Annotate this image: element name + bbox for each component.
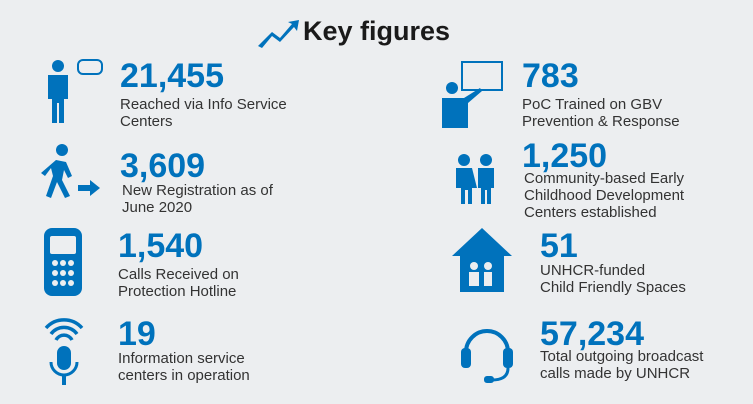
teacher-icon xyxy=(442,61,503,128)
figure-label: Community-based Early xyxy=(524,170,685,187)
figure-label: calls made by UNHCR xyxy=(540,365,691,382)
phone-icon xyxy=(44,228,82,296)
figure-label: Information service xyxy=(118,350,245,367)
figure-label: Centers xyxy=(120,113,173,130)
figure-value: 783 xyxy=(522,57,579,95)
figure-label: June 2020 xyxy=(122,199,193,216)
family-icon xyxy=(456,154,494,204)
figure-label: Prevention & Response xyxy=(522,113,680,130)
person-icon xyxy=(48,59,103,123)
figure-value: 1,250 xyxy=(522,137,608,175)
figure-label: New Registration as of xyxy=(122,182,273,199)
figure-label: UNHCR-funded xyxy=(540,262,646,279)
figure-label: Calls Received on xyxy=(118,266,239,283)
figure-label: PoC Trained on GBV xyxy=(522,96,663,113)
figure-label: Protection Hotline xyxy=(118,283,237,300)
figure-label: Centers established xyxy=(524,204,657,221)
title: Key figures xyxy=(302,16,451,46)
figure-value: 57,234 xyxy=(540,315,644,353)
figure-value: 1,540 xyxy=(118,227,204,265)
figure-label: Reached via Info Service xyxy=(120,96,287,113)
microphone-icon xyxy=(44,318,84,385)
headset-icon xyxy=(461,329,513,383)
figure-value: 51 xyxy=(540,227,578,265)
figure-label: Childhood Development xyxy=(524,187,685,204)
trend-icon xyxy=(258,20,299,48)
figure-value: 21,455 xyxy=(120,57,224,95)
figure-label: centers in operation xyxy=(118,367,250,384)
figure-value: 3,609 xyxy=(120,147,206,185)
figure-label: Child Friendly Spaces xyxy=(540,279,686,296)
walking-icon xyxy=(41,144,100,198)
figure-label: Total outgoing broadcast xyxy=(540,348,704,365)
house-icon xyxy=(452,228,512,292)
figure-value: 19 xyxy=(118,315,156,353)
